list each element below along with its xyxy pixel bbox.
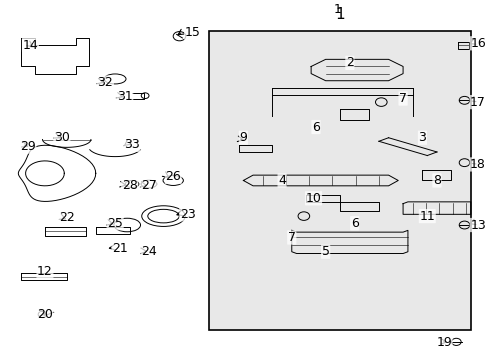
Text: 7: 7 [398,92,406,105]
Text: 21: 21 [112,242,127,255]
Text: 17: 17 [469,96,485,109]
Text: 9: 9 [239,131,247,144]
Text: 15: 15 [184,26,200,39]
Text: 1: 1 [333,3,341,16]
Text: 2: 2 [345,57,353,69]
Text: 10: 10 [305,192,321,205]
Text: 26: 26 [165,170,181,183]
Text: 11: 11 [419,210,434,222]
Text: 3: 3 [418,131,426,144]
Text: 6: 6 [350,217,358,230]
Text: 18: 18 [469,158,485,171]
Text: 5: 5 [321,245,329,258]
Text: 24: 24 [141,245,157,258]
Text: 32: 32 [98,76,113,89]
Text: 4: 4 [278,174,285,187]
Text: 1: 1 [335,7,344,22]
Bar [209,31,470,330]
Text: 23: 23 [180,208,195,221]
Text: 25: 25 [107,217,123,230]
Text: 20: 20 [37,307,53,320]
Text: 14: 14 [22,39,38,51]
Text: 7: 7 [287,231,295,244]
Text: 29: 29 [20,140,36,153]
Text: 33: 33 [124,138,140,151]
Text: 22: 22 [59,211,75,224]
Text: 31: 31 [117,90,132,103]
Text: 30: 30 [54,131,70,144]
Text: 8: 8 [432,174,440,187]
Text: 16: 16 [469,37,485,50]
Text: 27: 27 [141,179,157,192]
Text: 28: 28 [122,179,137,192]
Text: 13: 13 [469,219,485,231]
Text: 12: 12 [37,265,53,278]
Text: 6: 6 [311,121,319,134]
Text: 19: 19 [435,336,451,349]
